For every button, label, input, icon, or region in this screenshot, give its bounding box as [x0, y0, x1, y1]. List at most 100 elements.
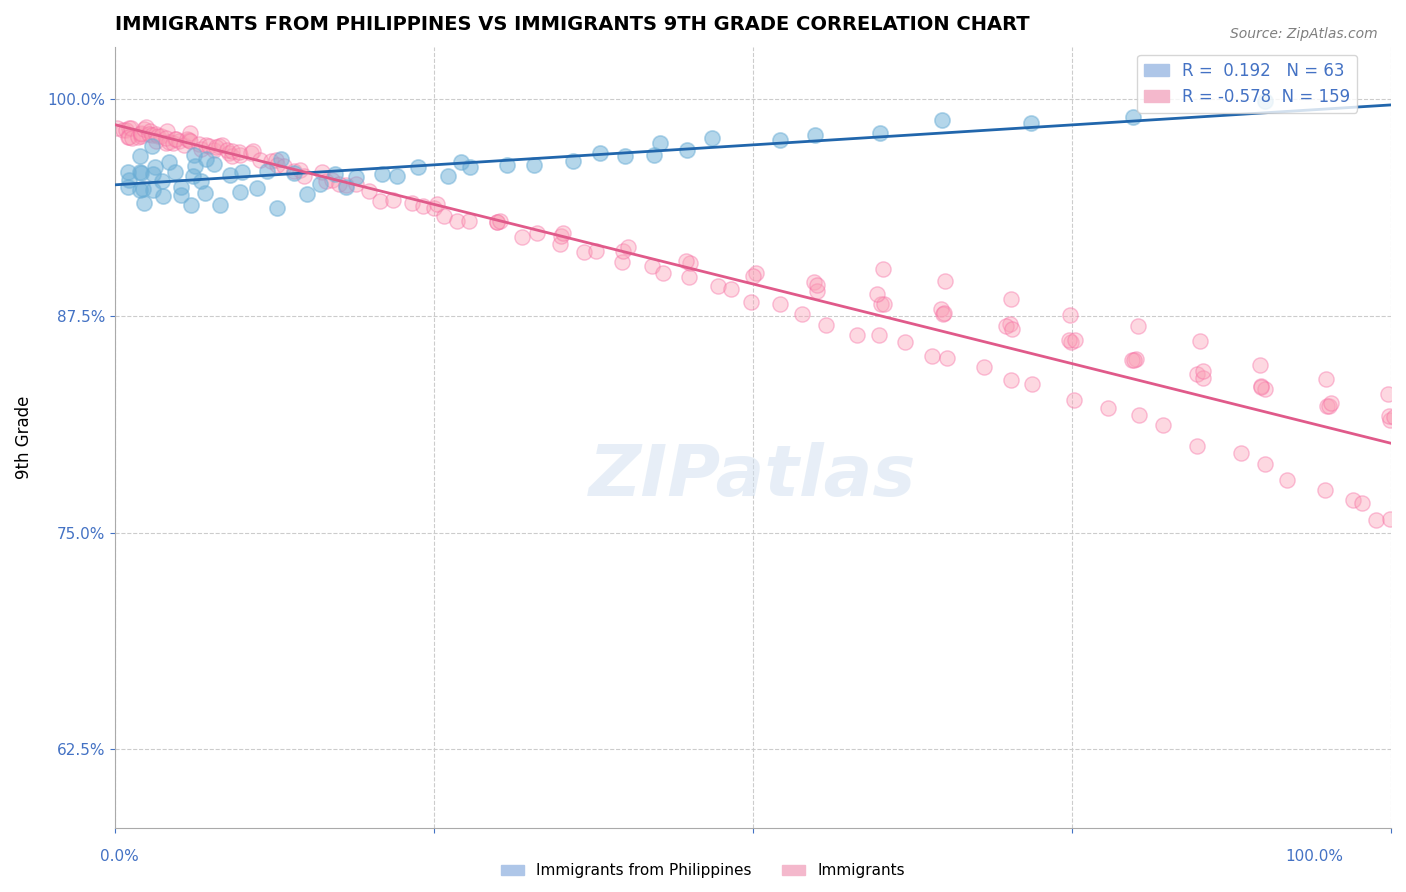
Point	[344, 177, 367, 191]
Point	[194, 186, 217, 201]
Point	[553, 226, 575, 240]
Point	[117, 165, 139, 179]
Legend: R =  0.192   N = 63, R = -0.578  N = 159: R = 0.192 N = 63, R = -0.578 N = 159	[1137, 55, 1357, 112]
Point	[803, 275, 825, 289]
Point	[1125, 352, 1147, 367]
Point	[382, 193, 405, 207]
Point	[1128, 319, 1150, 334]
Point	[328, 177, 350, 191]
Point	[117, 129, 139, 144]
Point	[143, 160, 166, 174]
Point	[184, 159, 207, 173]
Point	[1253, 382, 1275, 396]
Point	[806, 284, 828, 298]
Point	[450, 155, 472, 169]
Point	[335, 178, 357, 192]
Point	[283, 166, 305, 180]
Point	[1275, 473, 1298, 487]
Point	[720, 282, 742, 296]
Point	[1059, 309, 1081, 323]
Point	[869, 297, 891, 311]
Point	[1189, 334, 1212, 348]
Point	[643, 148, 665, 162]
Point	[768, 133, 790, 147]
Point	[162, 136, 184, 150]
Point	[1230, 446, 1253, 460]
Point	[700, 131, 723, 145]
Point	[742, 269, 765, 284]
Point	[931, 307, 953, 321]
Legend: Immigrants from Philippines, Immigrants: Immigrants from Philippines, Immigrants	[495, 857, 911, 884]
Point	[931, 302, 953, 317]
Point	[1254, 457, 1277, 471]
Point	[869, 127, 891, 141]
Point	[183, 169, 205, 183]
Point	[1379, 412, 1402, 426]
Point	[675, 254, 697, 268]
Point	[290, 163, 312, 178]
Point	[457, 214, 479, 228]
Text: ZIPatlas: ZIPatlas	[589, 442, 917, 510]
Point	[679, 256, 702, 270]
Point	[118, 173, 141, 187]
Point	[321, 173, 343, 187]
Point	[190, 143, 212, 157]
Point	[426, 196, 449, 211]
Point	[204, 140, 226, 154]
Point	[510, 230, 533, 244]
Point	[163, 132, 186, 146]
Point	[935, 351, 957, 365]
Point	[973, 360, 995, 375]
Point	[550, 237, 572, 252]
Point	[359, 184, 381, 198]
Point	[132, 182, 155, 196]
Point	[740, 294, 762, 309]
Point	[180, 198, 202, 212]
Point	[218, 146, 240, 161]
Point	[323, 167, 346, 181]
Point	[1379, 512, 1402, 526]
Point	[163, 165, 186, 179]
Point	[1019, 116, 1042, 130]
Point	[246, 180, 269, 194]
Point	[194, 138, 217, 153]
Point	[149, 129, 172, 144]
Point	[1192, 364, 1215, 378]
Point	[157, 154, 180, 169]
Point	[211, 138, 233, 153]
Point	[239, 146, 262, 161]
Point	[202, 143, 225, 157]
Point	[706, 279, 728, 293]
Point	[446, 213, 468, 227]
Point	[256, 164, 278, 178]
Point	[1185, 367, 1208, 381]
Point	[617, 240, 640, 254]
Point	[229, 148, 252, 162]
Point	[768, 297, 790, 311]
Point	[1021, 376, 1043, 391]
Point	[229, 185, 252, 199]
Point	[112, 123, 135, 137]
Point	[406, 160, 429, 174]
Point	[120, 121, 142, 136]
Point	[790, 307, 813, 321]
Y-axis label: 9th Grade: 9th Grade	[15, 395, 32, 479]
Point	[1378, 409, 1400, 424]
Point	[141, 138, 163, 153]
Point	[1060, 335, 1083, 350]
Point	[1316, 399, 1339, 413]
Point	[129, 166, 152, 180]
Point	[610, 255, 633, 269]
Point	[1250, 378, 1272, 392]
Point	[675, 143, 697, 157]
Point	[231, 165, 253, 179]
Point	[117, 179, 139, 194]
Point	[117, 121, 139, 136]
Point	[1315, 372, 1337, 386]
Point	[260, 153, 283, 168]
Point	[311, 165, 333, 179]
Point	[1376, 386, 1399, 401]
Point	[146, 129, 169, 144]
Point	[585, 244, 607, 258]
Point	[202, 156, 225, 170]
